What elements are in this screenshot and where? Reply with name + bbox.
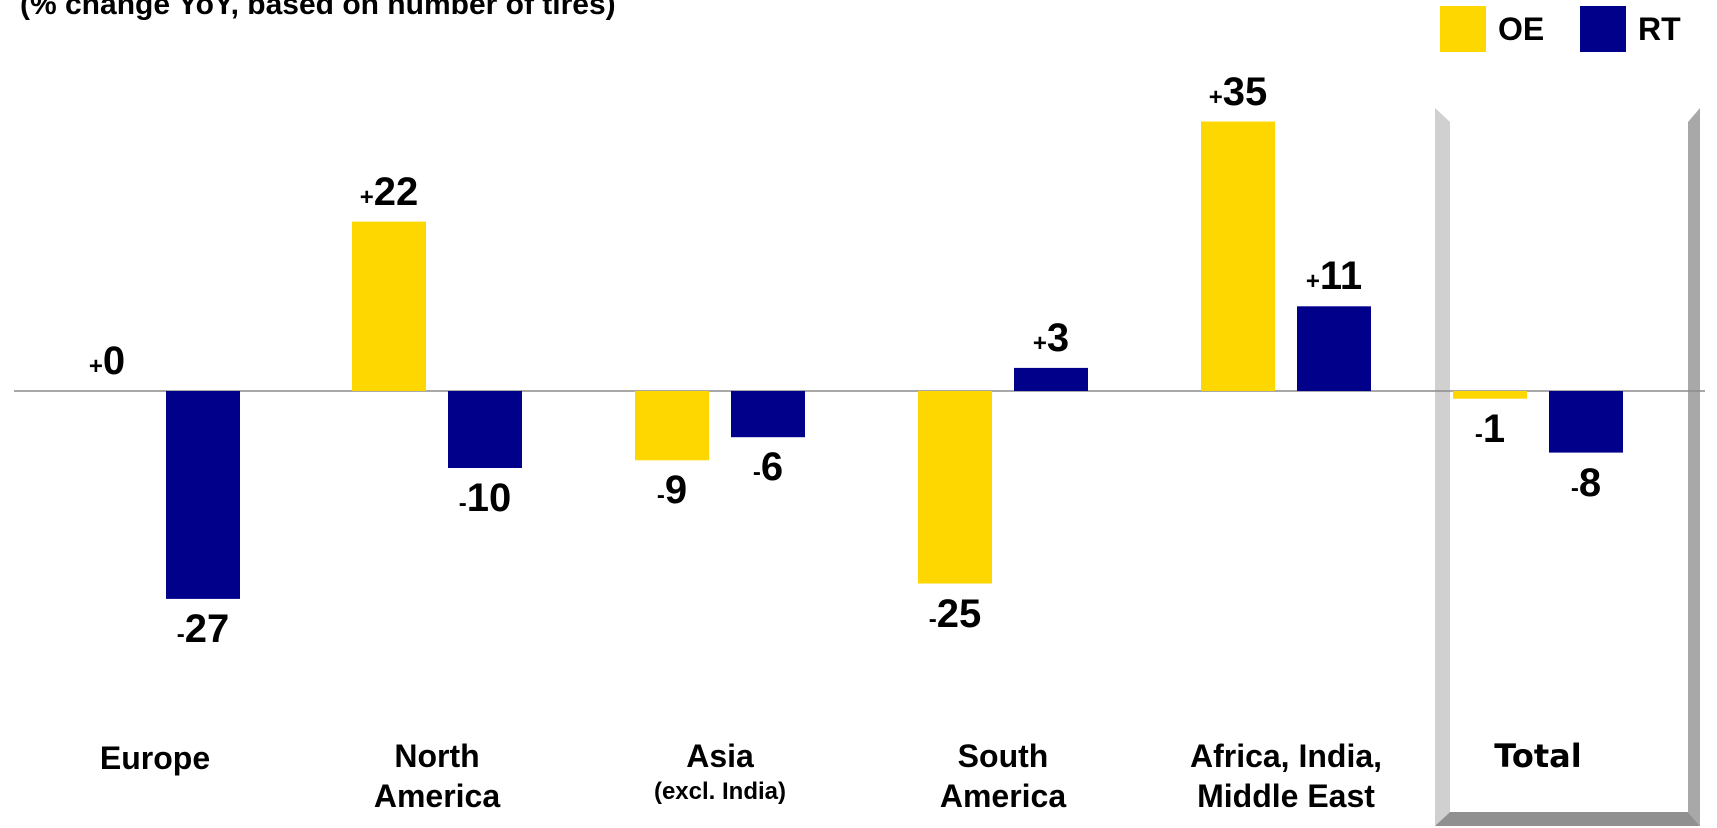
category-label-line1-2: Asia (686, 738, 754, 774)
value-label-oe-0: +0 (88, 339, 126, 383)
value-label-rt-4: +11 (1305, 254, 1363, 299)
total-frame-bottom (1435, 812, 1700, 826)
category-label-3: South America (863, 736, 1143, 816)
legend-item-rt: RT (1580, 6, 1681, 52)
bar-oe-5 (1453, 391, 1527, 399)
bar-oe-1 (352, 221, 426, 391)
total-frame-right (1688, 108, 1700, 826)
value-label-oe-2: -9 (656, 468, 688, 513)
category-label-line1-1: North (394, 738, 480, 774)
legend-label-rt: RT (1638, 10, 1681, 47)
category-label-0: Europe (15, 738, 295, 778)
category-label-5: Total (1398, 736, 1678, 776)
value-label-rt-5: -8 (1570, 460, 1602, 505)
value-label-rt-0: -27 (176, 606, 230, 651)
category-label-line1-3: South (957, 738, 1049, 774)
category-label-line2-4: Middle East (1197, 778, 1375, 814)
category-label-line1-0: Europe (99, 740, 211, 776)
value-label-rt-3: +3 (1032, 315, 1070, 360)
chart-subtitle: (% change YoY, based on number of tires) (20, 0, 616, 21)
category-label-line1-5: Total (1494, 737, 1582, 775)
category-label-4: Africa, India, Middle East (1146, 736, 1426, 816)
legend-swatch-oe (1440, 6, 1486, 52)
bar-rt-5 (1549, 391, 1623, 453)
bar-oe-4 (1201, 121, 1275, 391)
category-label-note-2: (excl. India) (653, 778, 787, 805)
category-label-line2-3: America (939, 778, 1067, 814)
legend-swatch-rt (1580, 6, 1626, 52)
value-label-oe-3: -25 (928, 591, 982, 636)
bar-rt-3 (1014, 367, 1088, 391)
legend-label-oe: OE (1498, 10, 1545, 47)
category-label-line1-4: Africa, India, (1189, 738, 1383, 774)
category-label-line2-1: America (373, 778, 501, 814)
bar-rt-1 (448, 391, 522, 468)
bar-oe-3 (918, 391, 992, 584)
bar-oe-2 (635, 391, 709, 461)
category-label-1: North America (297, 736, 577, 816)
bar-rt-4 (1297, 306, 1371, 391)
value-label-oe-4: +35 (1208, 69, 1268, 114)
value-label-rt-2: -6 (752, 445, 784, 490)
category-label-2: Asia (excl. India) (580, 736, 860, 808)
bar-rt-0 (166, 391, 240, 599)
total-frame-left (1435, 108, 1450, 826)
value-label-oe-5: -1 (1474, 406, 1506, 451)
legend-item-oe: OE (1440, 6, 1544, 52)
value-label-rt-1: -10 (458, 476, 512, 520)
bar-rt-2 (731, 391, 805, 438)
value-label-oe-1: +22 (359, 169, 419, 214)
